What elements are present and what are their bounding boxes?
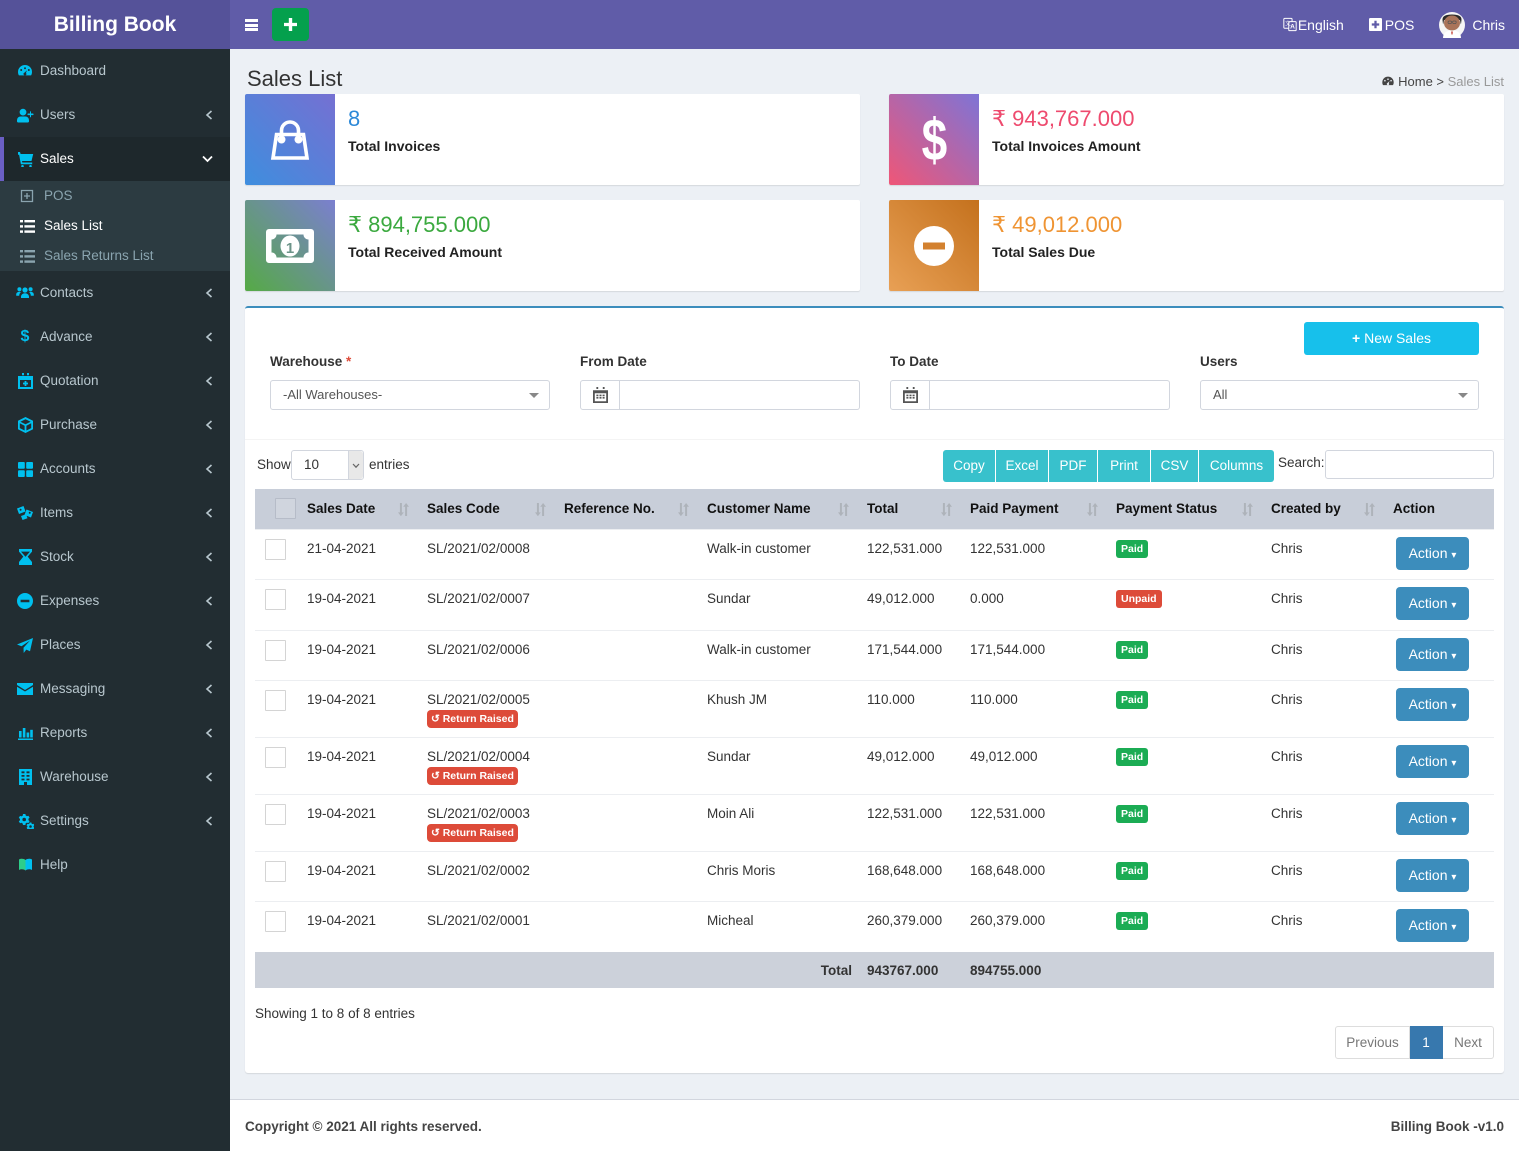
svg-text:文: 文 xyxy=(1285,19,1291,27)
svg-text:A: A xyxy=(1290,24,1295,31)
svg-text:1: 1 xyxy=(286,240,294,257)
